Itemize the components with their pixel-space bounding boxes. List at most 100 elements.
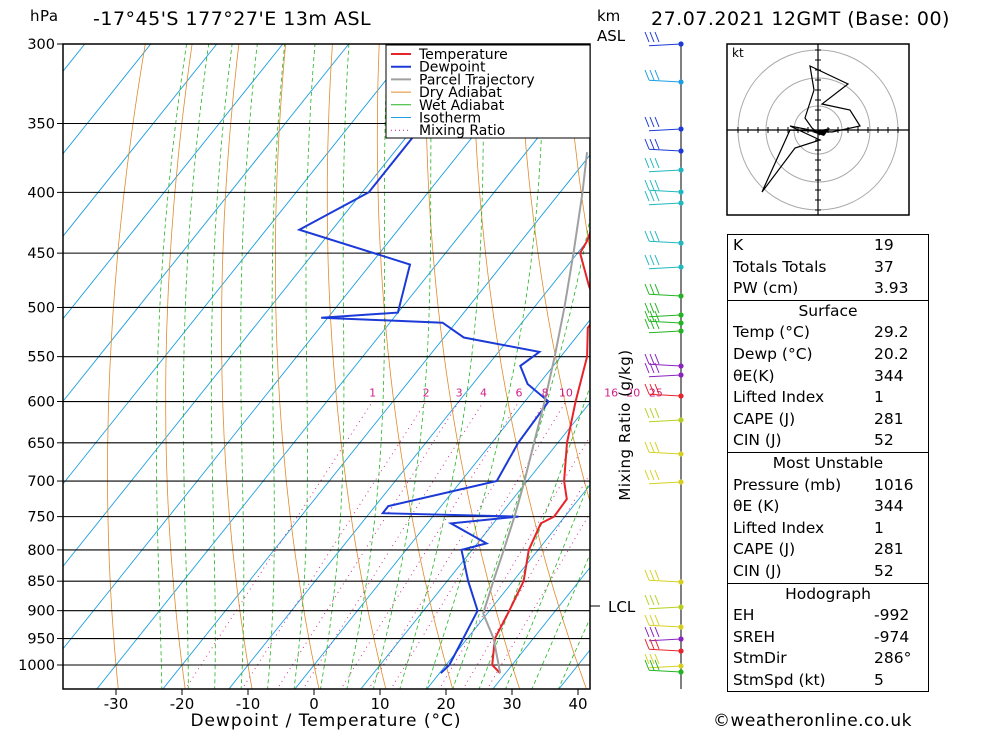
x-tick-label: 10 [370,695,389,713]
wet-adiabat-line [210,44,233,689]
surface-temp-label: Temp (°C) [733,323,810,342]
y-tick-label: 700 [27,474,55,490]
wind-barb [648,624,682,628]
isotherm-line [63,44,482,568]
wet-adiabat-line [240,44,258,689]
wet-adiabat-line [478,385,590,689]
wet-adiabat-line [372,44,433,689]
wet-adiabat-line [531,553,590,689]
indices-panel: K 19 Totals Totals 37 PW (cm) 3.93 Surface … [727,234,929,693]
mu-li-value: 1 [874,518,884,537]
legend-label: Dewpoint [419,60,486,76]
x-axis-label: Dewpoint / Temperature (°C) [190,711,461,731]
wind-barb [648,451,682,455]
k-index-value: 19 [874,236,894,254]
legend-label: Mixing Ratio [419,123,505,139]
mixing-ratio-label: 10 [559,387,573,400]
wind-barb [648,293,682,297]
y-tick-label: 750 [27,510,55,526]
mixing-ratio-axis-label: Mixing Ratio (g/kg) [616,349,634,500]
legend-label: Parcel Trajectory [419,72,535,88]
legend-label: Isotherm [419,111,481,127]
surface-li-value: 1 [874,388,884,407]
y-tick-label: 850 [27,574,55,590]
x-axis-ticks: -30 -20 -10 0 10 20 30 40 [104,689,588,713]
wet-adiabat-line [505,479,590,689]
wind-barb [648,669,682,673]
mu-pressure-label: Pressure (mb) [733,475,842,494]
dry-adiabat-line [941,44,1000,690]
stmdir-value: 286° [874,649,912,668]
wind-barb [648,419,682,423]
mixing-ratio-label: 6 [516,387,523,400]
lcl-label: LCL [608,598,636,616]
asl-label: ASL [597,27,626,45]
y-tick-label: 350 [27,117,55,133]
isotherm-line [63,44,86,72]
mu-cape-value: 281 [874,540,904,559]
hodograph: kt [726,43,910,216]
temperature-series [491,229,590,674]
wind-barb [648,148,682,152]
y-tick-label: 1000 [18,658,55,674]
dry-adiabat-line [274,44,320,689]
datetime-title: 27.07.2021 12GMT (Base: 00) [651,8,950,30]
dry-adiabat-line [326,44,387,689]
wet-adiabat-line [267,44,286,689]
mixing-ratio-label: 16 [604,387,618,400]
dry-adiabat-line [472,44,587,689]
km-label: km [597,7,621,25]
plot-frame [62,43,591,690]
surface-li-label: Lifted Index [733,388,825,407]
wind-barb [648,579,682,583]
wind-barb [648,43,682,47]
wind-barb [648,363,682,367]
wind-barb [648,638,682,642]
wet-adiabat-line [182,44,210,689]
dry-adiabat-line [165,44,193,689]
dry-adiabat-line [519,44,590,504]
stmspd-label: StmSpd (kt) [733,670,826,689]
isotherm-line [63,44,416,485]
wind-barb [648,393,682,397]
k-index-label: K [733,236,744,254]
legend-label: Wet Adiabat [419,98,505,114]
hodograph-unit: kt [732,46,744,60]
wind-barb [648,314,682,318]
mu-cin-value: 52 [874,561,894,580]
credit-text[interactable]: ©weatheronline.co.uk [713,711,913,731]
wet-adiabat-line [320,44,350,689]
wind-barb [648,481,682,485]
isotherm-line [492,566,590,689]
wet-adiabat-line [156,44,187,689]
mixing-ratio-line [368,401,546,689]
mixing-ratio-label: 2 [423,387,430,400]
x-tick-label: -20 [170,695,195,713]
x-tick-label: 20 [436,695,455,713]
y-tick-label: 900 [27,604,55,620]
isotherm-line [63,44,218,237]
wind-barb [648,266,682,270]
pw-label: PW (cm) [733,279,799,298]
isotherm-line [162,154,590,689]
y-axis-ticks: 300 350 400 450 500 550 600 650 700 750 800 850 900 9… [18,37,63,674]
mixing-ratio-line [276,401,460,689]
mu-li-label: Lifted Index [733,518,825,537]
isotherm-line [360,401,590,689]
stmspd-value: 5 [874,670,884,689]
isotherm-line [228,236,590,689]
wind-barb [648,189,682,193]
x-tick-label: 0 [309,695,319,713]
wind-barb [648,79,682,83]
wind-barb [648,169,682,173]
mu-cin-label: CIN (J) [733,561,782,580]
x-tick-label: 30 [502,695,521,713]
mixing-ratio-label: 8 [542,387,549,400]
mu-theta-label: θE (K) [733,497,780,516]
wind-barb [648,665,682,669]
wind-barb [648,320,682,324]
most-unstable-title: Most Unstable [772,453,884,472]
legend-label: Temperature [418,47,508,63]
mixing-ratio-label: 3 [456,387,463,400]
